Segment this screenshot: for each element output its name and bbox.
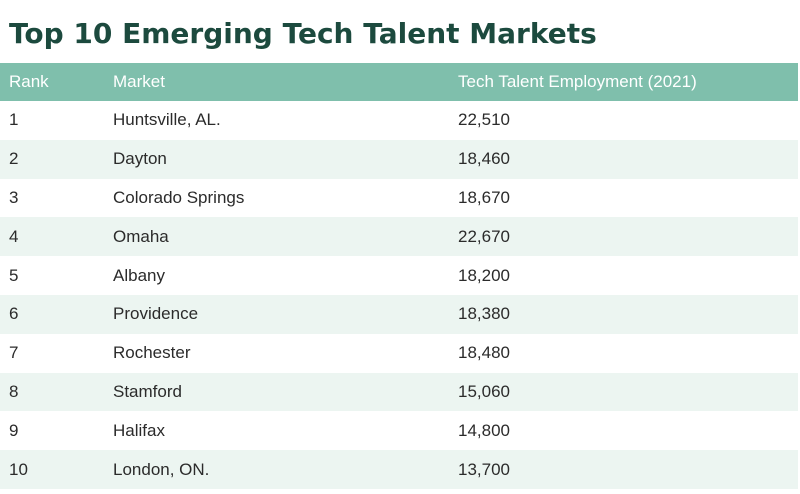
market-cell: Omaha bbox=[113, 226, 169, 246]
rank-cell: 8 bbox=[9, 381, 19, 401]
rank-cell: 4 bbox=[9, 226, 19, 246]
employment-cell: 22,510 bbox=[458, 110, 510, 130]
market-cell: London, ON. bbox=[113, 459, 210, 479]
rank-cell: 5 bbox=[9, 265, 19, 285]
table-header-row: Rank Market Tech Talent Employment (2021… bbox=[0, 63, 798, 101]
table-row: 7 Rochester 18,480 bbox=[0, 334, 798, 373]
table-row: 8 Stamford 15,060 bbox=[0, 372, 798, 412]
employment-cell: 18,670 bbox=[458, 187, 510, 207]
rank-cell: 6 bbox=[9, 304, 19, 324]
market-cell: Dayton bbox=[113, 149, 167, 169]
employment-cell: 18,460 bbox=[458, 149, 510, 169]
rank-cell: 2 bbox=[9, 149, 19, 169]
market-cell: Providence bbox=[113, 304, 199, 324]
rank-cell: 3 bbox=[9, 187, 19, 207]
table-row: 10 London, ON. 13,700 bbox=[0, 450, 798, 489]
column-header-employment: Tech Talent Employment (2021) bbox=[458, 72, 697, 91]
rank-cell: 10 bbox=[9, 459, 28, 479]
table-row: 1 Huntsville, AL. 22,510 bbox=[0, 101, 798, 140]
page-title: Top 10 Emerging Tech Talent Markets bbox=[9, 17, 597, 50]
table-row: 2 Dayton 18,460 bbox=[0, 139, 798, 179]
market-cell: Halifax bbox=[113, 420, 165, 440]
employment-cell: 22,670 bbox=[458, 226, 510, 246]
rank-cell: 1 bbox=[9, 110, 19, 130]
market-cell: Albany bbox=[113, 265, 165, 285]
employment-cell: 18,200 bbox=[458, 265, 510, 285]
table-row: 3 Colorado Springs 18,670 bbox=[0, 179, 798, 218]
employment-cell: 18,480 bbox=[458, 343, 510, 363]
employment-cell: 15,060 bbox=[458, 381, 510, 401]
table-row: 9 Halifax 14,800 bbox=[0, 411, 798, 450]
employment-cell: 13,700 bbox=[458, 459, 510, 479]
column-header-market: Market bbox=[113, 72, 165, 91]
talent-markets-table: Rank Market Tech Talent Employment (2021… bbox=[0, 63, 798, 489]
market-cell: Colorado Springs bbox=[113, 187, 245, 207]
table-row: 5 Albany 18,200 bbox=[0, 256, 798, 295]
employment-cell: 18,380 bbox=[458, 304, 510, 324]
employment-cell: 14,800 bbox=[458, 420, 510, 440]
table-row: 6 Providence 18,380 bbox=[0, 294, 798, 334]
market-cell: Huntsville, AL. bbox=[113, 110, 221, 130]
market-cell: Stamford bbox=[113, 381, 182, 401]
rank-cell: 7 bbox=[9, 343, 19, 363]
column-header-rank: Rank bbox=[9, 72, 49, 91]
table-row: 4 Omaha 22,670 bbox=[0, 217, 798, 257]
market-cell: Rochester bbox=[113, 343, 191, 363]
rank-cell: 9 bbox=[9, 420, 19, 440]
